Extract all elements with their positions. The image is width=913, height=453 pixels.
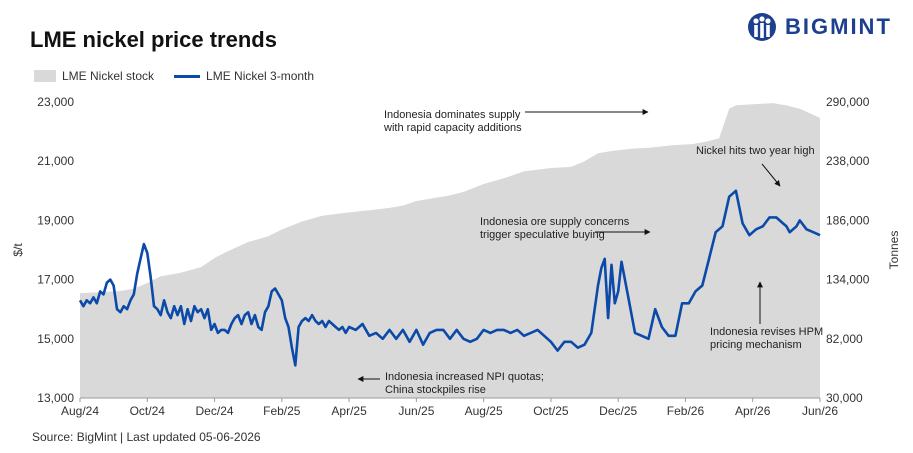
y-left-tick-label: 15,000 bbox=[37, 332, 74, 346]
annotation-line: Indonesia increased NPI quotas; bbox=[385, 371, 544, 383]
y-left-tick-label: 23,000 bbox=[37, 95, 74, 109]
x-axis: Aug/24 Oct/24 Dec/24 Feb/25 Apr/25 Jun/25 Aug/… bbox=[61, 397, 838, 418]
annotation-line: Indonesia ore supply concerns bbox=[480, 216, 630, 228]
y-right-tick-label: 290,000 bbox=[826, 95, 870, 109]
y-left-tick-label: 13,000 bbox=[37, 391, 74, 405]
y-right-tick-label: 134,000 bbox=[826, 273, 870, 287]
annotation-line: China stockpiles rise bbox=[385, 384, 486, 396]
y-right-axis-label: Tonnes bbox=[887, 231, 901, 270]
x-tick-label: Jun/25 bbox=[398, 404, 434, 418]
x-tick-label: Oct/24 bbox=[130, 404, 166, 418]
brand-name: BIGMINT bbox=[785, 14, 892, 39]
annotation-line: trigger speculative buying bbox=[480, 229, 605, 241]
annotation-text: Indonesia increased NPI quotas; China sto… bbox=[385, 371, 544, 396]
annotation-line: Indonesia revises HPM bbox=[710, 326, 823, 338]
y-left-tick-label: 17,000 bbox=[37, 273, 74, 287]
x-tick-label: Oct/25 bbox=[533, 404, 569, 418]
y-right-tick-label: 238,000 bbox=[826, 154, 870, 168]
annotation-line: Indonesia dominates supply bbox=[384, 109, 521, 121]
y-left-axis-label: $/t bbox=[11, 243, 25, 257]
plot-area bbox=[78, 103, 821, 398]
x-tick-label: Feb/25 bbox=[263, 404, 301, 418]
y-right-tick-label: 82,000 bbox=[826, 332, 863, 346]
annotation-line: Nickel hits two year high bbox=[696, 145, 815, 157]
annotation-text: Nickel hits two year high bbox=[696, 145, 815, 157]
x-tick-label: Dec/25 bbox=[599, 404, 637, 418]
x-tick-label: Apr/26 bbox=[735, 404, 771, 418]
stock-area-series bbox=[80, 103, 820, 398]
bigmint-logo-icon bbox=[748, 13, 776, 41]
y-right-tick-label: 186,000 bbox=[826, 213, 870, 227]
annotations: Indonesia dominates supply with rapid cap… bbox=[357, 109, 823, 396]
right-axis: 290,000 238,000 186,000 134,000 82,000 30,000… bbox=[826, 95, 901, 405]
y-left-tick-label: 21,000 bbox=[37, 154, 74, 168]
annotation-text: Indonesia dominates supply with rapid cap… bbox=[383, 109, 522, 134]
x-tick-label: Aug/25 bbox=[465, 404, 503, 418]
annotation-text: Indonesia revises HPM pricing mechanism bbox=[710, 326, 823, 351]
annotation-text: Indonesia ore supply concerns trigger spe… bbox=[480, 216, 630, 241]
brand-logo: BIGMINT bbox=[745, 12, 892, 42]
chart-legend: LME Nickel stock LME Nickel 3-month bbox=[34, 69, 314, 83]
x-tick-label: Jun/26 bbox=[802, 404, 838, 418]
y-left-tick-label: 19,000 bbox=[37, 213, 74, 227]
legend-swatch-price bbox=[174, 74, 201, 78]
y-right-tick-label: 30,000 bbox=[826, 391, 863, 405]
x-tick-label: Aug/24 bbox=[61, 404, 99, 418]
annotation-line: with rapid capacity additions bbox=[383, 122, 522, 134]
x-tick-label: Feb/26 bbox=[667, 404, 705, 418]
chart-title: LME nickel price trends bbox=[30, 27, 277, 52]
annotation-arrow bbox=[761, 163, 781, 187]
source-note: Source: BigMint | Last updated 05-06-202… bbox=[32, 430, 261, 444]
legend-label-stock: LME Nickel stock bbox=[62, 69, 155, 83]
x-tick-label: Dec/24 bbox=[196, 404, 234, 418]
x-tick-label: Apr/25 bbox=[331, 404, 367, 418]
legend-swatch-stock bbox=[34, 70, 56, 82]
legend-label-price: LME Nickel 3-month bbox=[206, 69, 315, 83]
price-line-series bbox=[78, 189, 821, 367]
left-axis: 23,000 21,000 19,000 17,000 15,000 13,000 $/t bbox=[11, 95, 74, 405]
annotation-line: pricing mechanism bbox=[710, 339, 802, 351]
